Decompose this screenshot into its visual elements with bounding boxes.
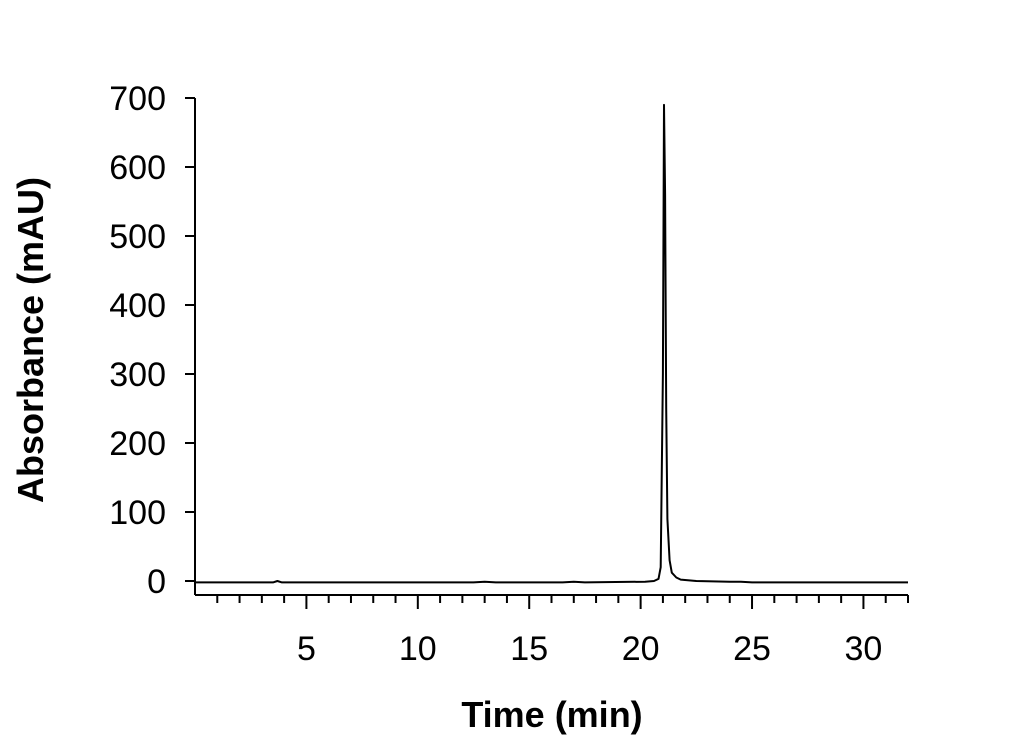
y-tick-label: 400	[109, 287, 166, 325]
x-tick-label: 20	[622, 630, 660, 668]
y-tick-label: 200	[109, 425, 166, 463]
x-axis-title: Time (min)	[461, 694, 642, 735]
x-tick-label: 5	[297, 630, 316, 668]
y-tick-label: 100	[109, 494, 166, 532]
x-tick-label: 30	[845, 630, 883, 668]
x-tick-label: 10	[399, 630, 437, 668]
x-tick-label: 15	[510, 630, 548, 668]
chromatogram-trace	[195, 103, 908, 584]
y-tick-label: 0	[147, 563, 166, 601]
y-tick-label: 700	[109, 80, 166, 118]
plot-area	[195, 103, 908, 584]
y-tick-label: 300	[109, 356, 166, 394]
x-tick-label: 25	[733, 630, 771, 668]
x-axis-ticks: 5 10 15 20 25 30	[216, 595, 909, 668]
y-axis-ticks: 0 100 200 300 400 500 600 700	[109, 80, 195, 601]
y-tick-label: 500	[109, 218, 166, 256]
y-tick-label: 600	[109, 149, 166, 187]
y-axis-title: Absorbance (mAU)	[10, 177, 51, 503]
